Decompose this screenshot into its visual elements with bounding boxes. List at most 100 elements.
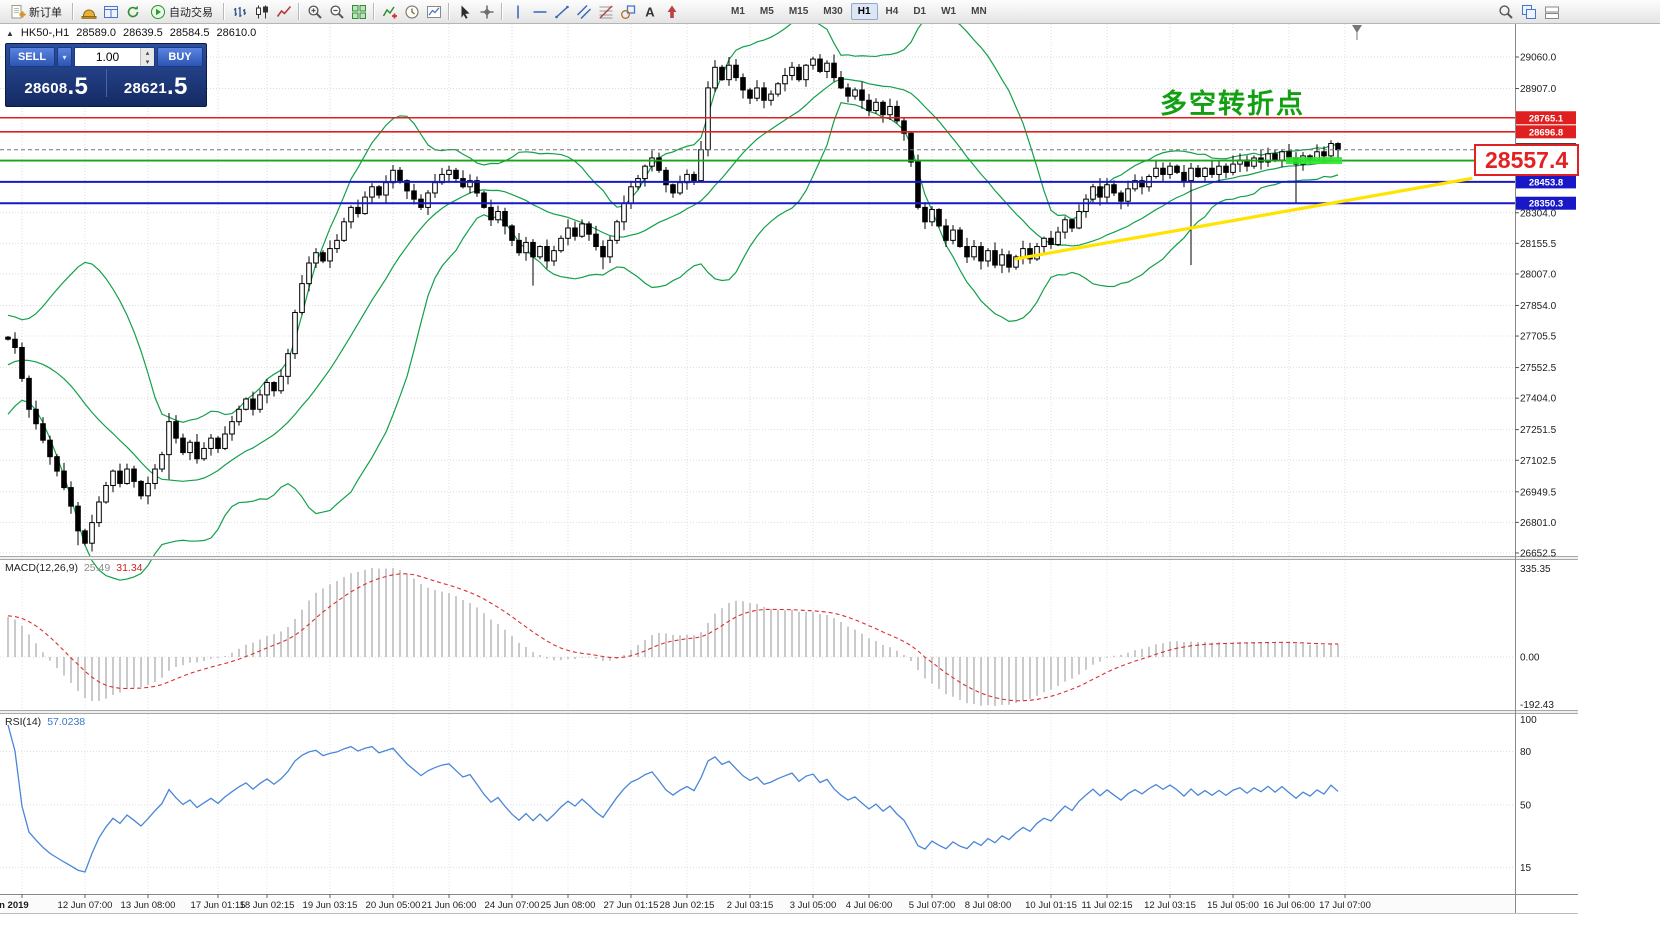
time-axis[interactable]: 11 Jun 2019 12 Jun 07:00 13 Jun 08:00 17 Ju… [0,894,1515,913]
chevron-down-icon: ▾ [62,52,67,62]
line-chart-icon[interactable] [273,2,294,22]
bar-chart-icon[interactable] [229,2,250,22]
volume-input[interactable] [75,48,140,66]
svg-text:28696.8: 28696.8 [1529,127,1563,138]
svg-text:28453.8: 28453.8 [1529,177,1563,188]
svg-text:0.00: 0.00 [1520,653,1540,664]
macd-indicator-label: MACD(12,26,9) 25.49 31.34 [5,562,143,574]
bollinger-bands [7,24,1339,581]
toolbar: 新订单 自动交易 A M1 M5 M15 M30 H1 H4 D1 W1 MN [0,0,1660,24]
candles-icon [254,4,270,20]
svg-text:27404.0: 27404.0 [1520,394,1557,405]
svg-text:25 Jun 08:00: 25 Jun 08:00 [541,900,596,911]
buy-button[interactable]: BUY [157,47,203,67]
text-icon[interactable]: A [639,2,660,22]
candlestick-chart-icon[interactable] [251,2,272,22]
toolbar-separator [72,3,74,20]
volume-down-button[interactable]: ▾ [141,57,154,66]
svg-text:19 Jun 03:15: 19 Jun 03:15 [303,900,358,911]
vline-icon [510,4,526,20]
channel-icon[interactable] [573,2,594,22]
new-chart-icon[interactable] [1518,2,1539,22]
timeframe-h4[interactable]: H4 [885,6,899,17]
timeframe-mn[interactable]: MN [971,6,987,17]
svg-text:26949.5: 26949.5 [1520,487,1557,498]
zoom-in-icon[interactable] [304,2,325,22]
sell-button[interactable]: SELL [9,47,55,67]
yellow-trendline[interactable] [1014,176,1473,261]
new-order-button[interactable]: 新订单 [4,2,68,22]
toolbar-separator [501,3,503,20]
rsi-indicator-label: RSI(14) 57.0238 [5,716,86,728]
cascade-windows-icon[interactable] [1541,2,1562,22]
sell-price[interactable]: 28608.5 [24,72,89,100]
auto-trading-button[interactable]: 自动交易 [144,2,219,22]
svg-text:26652.5: 26652.5 [1520,548,1557,559]
svg-text:3 Jul 05:00: 3 Jul 05:00 [790,900,836,911]
one-click-collapse-icon[interactable]: ▲ [6,28,14,38]
horizontal-line-icon[interactable] [529,2,550,22]
timeframe-h1[interactable]: H1 [850,3,878,20]
high-value: 28639.5 [122,27,163,39]
candles[interactable] [5,54,1341,552]
timeframe-d1[interactable]: D1 [913,6,927,17]
channel-icon [576,4,592,20]
svg-text:28 Jun 02:15: 28 Jun 02:15 [660,900,715,911]
svg-text:26801.0: 26801.0 [1520,518,1557,529]
search-icon[interactable] [1495,2,1516,22]
vertical-line-icon[interactable] [507,2,528,22]
svg-text:27251.5: 27251.5 [1520,425,1557,436]
cursor-icon[interactable] [454,2,475,22]
svg-text:24 Jun 07:00: 24 Jun 07:00 [485,900,540,911]
svg-text:28304.0: 28304.0 [1520,208,1557,219]
one-click-trade-panel: SELL ▾ ▴ ▾ BUY 28608.5 [5,43,207,107]
timeframe-m30[interactable]: M30 [823,6,843,17]
templates-icon[interactable] [423,2,444,22]
trendline-icon[interactable] [551,2,572,22]
zoom-out-icon[interactable] [326,2,347,22]
crosshair-icon[interactable] [476,2,497,22]
volume-dropdown[interactable]: ▾ [57,47,72,67]
timeframe-w1[interactable]: W1 [941,6,957,17]
helmet-icon [81,4,97,20]
rsi-axis[interactable]: 100 80 50 15 [1520,715,1537,874]
tiles-icon [351,4,367,20]
panel-separators[interactable] [0,556,1578,914]
turning-point-annotation[interactable]: 多空转折点 [1160,89,1305,119]
level-lines[interactable] [0,116,1515,205]
price-callout-label[interactable]: 28557.4 [1474,144,1580,176]
svg-text:100: 100 [1520,715,1537,726]
right-shift-marker [1352,25,1362,40]
svg-text:13 Jun 08:00: 13 Jun 08:00 [121,900,176,911]
rsi-panel[interactable] [0,724,1515,873]
svg-text:A: A [645,4,655,19]
fibonacci-icon[interactable] [595,2,616,22]
timeframe-m15[interactable]: M15 [788,6,809,17]
refresh-icon [125,4,141,20]
cascade-icon [1544,4,1560,20]
template-icon [426,4,442,20]
svg-text:12 Jul 03:15: 12 Jul 03:15 [1144,900,1196,911]
macd-panel[interactable] [0,568,1515,706]
windows-icon [1521,4,1537,20]
svg-text:15 Jul 05:00: 15 Jul 05:00 [1207,900,1259,911]
periods-icon[interactable] [401,2,422,22]
green-highlight-segment[interactable] [1286,157,1342,165]
buy-price[interactable]: 28621.5 [123,72,188,100]
macd-value: 25.49 [83,562,111,574]
tile-windows-icon[interactable] [348,2,369,22]
timeframe-m5[interactable]: M5 [759,6,774,17]
data-window-icon[interactable] [100,2,121,22]
indicators-icon[interactable] [379,2,400,22]
cursor-icon [457,4,473,20]
svg-text:28907.0: 28907.0 [1520,84,1557,95]
refresh-icon[interactable] [122,2,143,22]
shapes-icon[interactable] [617,2,638,22]
macd-axis[interactable]: 335.35 0.00 -192.43 [1520,564,1554,711]
timeframe-m1[interactable]: M1 [731,6,745,17]
market-watch-icon[interactable] [78,2,99,22]
volume-up-button[interactable]: ▴ [141,48,154,57]
chart-canvas[interactable]: 29060.0 28907.0 28304.0 28155.5 28007.0 27854… [0,24,1660,952]
svg-text:335.35: 335.35 [1520,564,1551,575]
arrows-icon[interactable] [661,2,682,22]
